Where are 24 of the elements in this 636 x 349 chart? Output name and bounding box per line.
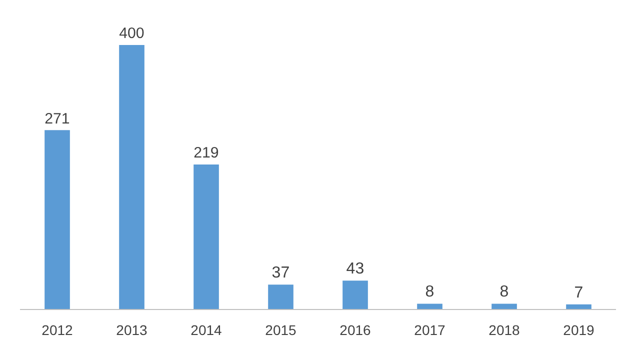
- x-tick-label: 2019: [563, 322, 595, 338]
- data-label: 7: [574, 284, 584, 302]
- x-tick-label: 2017: [414, 322, 446, 338]
- bar: [268, 284, 294, 309]
- bar: [194, 164, 219, 309]
- x-tick-label: 2015: [265, 322, 297, 338]
- x-tick-label: 2018: [488, 322, 520, 338]
- data-label: 37: [272, 264, 290, 282]
- data-label: 43: [346, 260, 364, 278]
- bar: [44, 130, 70, 309]
- x-tick-label: 2016: [340, 322, 372, 338]
- x-tick-label: 2012: [42, 322, 74, 338]
- x-tick-label: 2014: [190, 322, 222, 338]
- bar: [566, 304, 592, 309]
- data-label: 8: [425, 284, 434, 301]
- bar: [342, 280, 368, 309]
- bar: [417, 304, 442, 309]
- data-label: 219: [194, 144, 219, 162]
- bar: [119, 45, 144, 309]
- x-tick-label: 2013: [116, 322, 148, 338]
- data-label: 400: [119, 25, 144, 42]
- bar: [492, 304, 517, 309]
- data-label: 271: [44, 110, 70, 128]
- data-label: 8: [500, 284, 509, 301]
